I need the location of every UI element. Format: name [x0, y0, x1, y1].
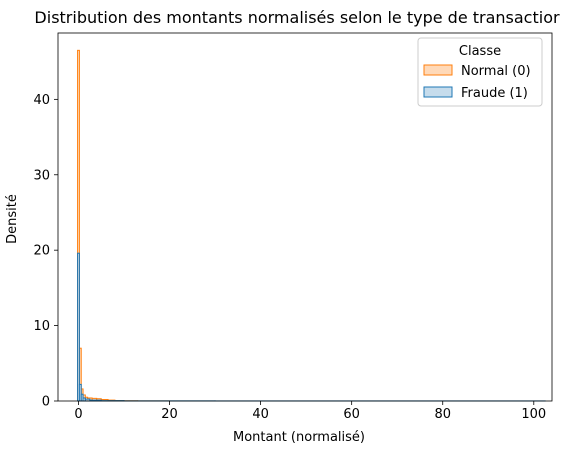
y-tick-label: 40 [33, 93, 50, 108]
x-tick-label: 40 [252, 407, 269, 422]
legend-swatch [424, 65, 452, 75]
plot-area: 0 20 40 60 80 100 0 10 20 30 40 Classe Normal (0) Fra… [33, 33, 552, 422]
series-normal-0 [78, 50, 170, 401]
legend-label: Fraude (1) [461, 86, 528, 101]
y-tick-label: 0 [42, 395, 50, 410]
x-tick-label: 100 [521, 407, 546, 422]
y-axis-label: Densité [5, 194, 20, 244]
y-tick-label: 10 [33, 319, 50, 334]
hist-bar-fraude-1 [78, 253, 80, 401]
chart-title: Distribution des montants normalisés sel… [34, 8, 560, 27]
x-tick-label: 20 [161, 407, 178, 422]
y-tick-label: 20 [33, 244, 50, 259]
legend: Classe Normal (0) Fraude (1) [418, 38, 542, 106]
x-axis-label: Montant (normalisé) [233, 430, 365, 445]
x-tick-label: 0 [74, 407, 82, 422]
x-tick-label: 60 [343, 407, 360, 422]
legend-title: Classe [459, 44, 501, 59]
series-fraude-1 [78, 253, 546, 401]
legend-swatch [424, 87, 452, 97]
y-tick-label: 30 [33, 168, 50, 183]
x-tick-label: 80 [434, 407, 451, 422]
legend-label: Normal (0) [461, 64, 531, 79]
